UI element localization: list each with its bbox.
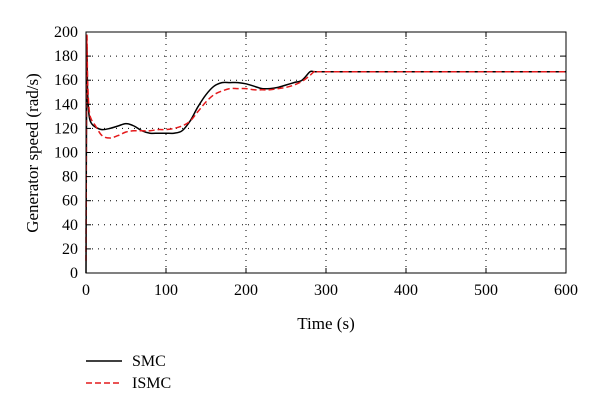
y-tick-label: 200 xyxy=(54,24,78,41)
y-tick-label: 20 xyxy=(62,241,78,258)
y-tick-label: 140 xyxy=(54,96,78,113)
x-axis-label: Time (s) xyxy=(297,314,354,333)
y-tick-label: 180 xyxy=(54,48,78,65)
y-tick-label: 0 xyxy=(70,265,78,282)
y-tick-label: 40 xyxy=(62,217,78,234)
grid xyxy=(86,32,566,273)
y-tick-label: 100 xyxy=(54,145,78,162)
x-tick-label: 500 xyxy=(474,282,498,299)
y-tick-labels: 0 20 40 60 80 100 120 140 160 180 200 xyxy=(54,24,78,282)
legend: SMC ISMC xyxy=(86,353,171,392)
y-tick-label: 60 xyxy=(62,193,78,210)
x-tick-label: 600 xyxy=(554,282,578,299)
x-tick-label: 300 xyxy=(314,282,338,299)
x-tick-labels: 0 100 200 300 400 500 600 xyxy=(82,282,578,299)
y-axis-label: Generator speed (rad/s) xyxy=(23,73,42,233)
tick-marks xyxy=(85,31,567,274)
series-line-ismc xyxy=(85,34,566,261)
series-layer xyxy=(85,34,566,274)
x-tick-label: 100 xyxy=(154,282,178,299)
y-tick-label: 160 xyxy=(54,72,78,89)
x-tick-label: 200 xyxy=(234,282,258,299)
legend-label-smc: SMC xyxy=(132,353,166,370)
x-tick-label: 0 xyxy=(82,282,90,299)
x-tick-label: 400 xyxy=(394,282,418,299)
legend-label-ismc: ISMC xyxy=(132,375,171,392)
y-tick-label: 120 xyxy=(54,120,78,137)
y-tick-label: 80 xyxy=(62,169,78,186)
series-line-smc xyxy=(85,46,566,274)
